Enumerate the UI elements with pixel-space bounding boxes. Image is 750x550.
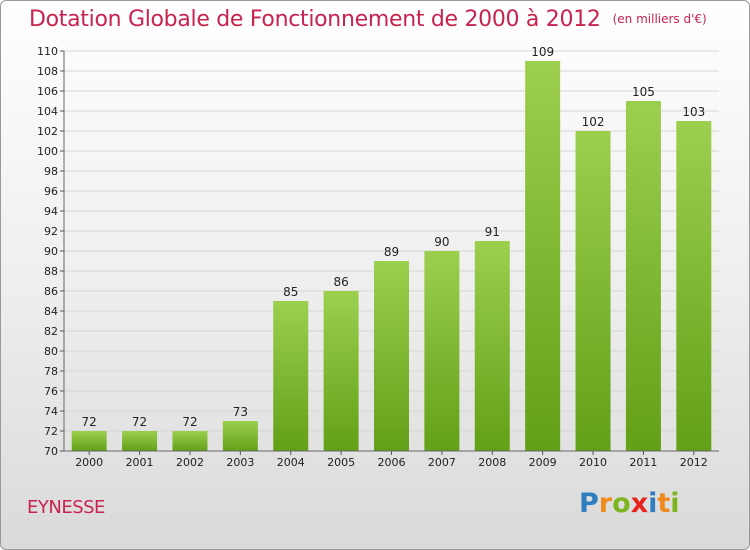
value-label: 85 bbox=[283, 285, 298, 299]
value-label: 102 bbox=[582, 115, 605, 129]
y-tick-label: 86 bbox=[44, 285, 58, 298]
value-label: 91 bbox=[485, 225, 500, 239]
x-tick-label: 2005 bbox=[327, 456, 355, 469]
bar bbox=[71, 431, 107, 451]
x-tick-label: 2002 bbox=[176, 456, 204, 469]
y-tick-label: 82 bbox=[44, 325, 58, 338]
value-label: 105 bbox=[632, 85, 655, 99]
y-tick-label: 102 bbox=[37, 125, 58, 138]
logo-letter: o bbox=[612, 488, 631, 519]
y-tick-label: 94 bbox=[44, 205, 58, 218]
y-tick-label: 80 bbox=[44, 345, 58, 358]
bar bbox=[222, 421, 258, 451]
y-tick-label: 106 bbox=[37, 85, 58, 98]
y-axis-ticks: 70 72 74 76 78 80 82 84 86 88 90 92 94 96 98 100 102 104 1… bbox=[37, 45, 64, 458]
y-tick-label: 70 bbox=[44, 445, 58, 458]
value-label: 90 bbox=[434, 235, 449, 249]
y-tick-label: 72 bbox=[44, 425, 58, 438]
x-tick-label: 2001 bbox=[126, 456, 154, 469]
value-label: 72 bbox=[132, 415, 147, 429]
x-tick-label: 2011 bbox=[629, 456, 657, 469]
bar bbox=[625, 101, 661, 451]
bar bbox=[424, 251, 460, 451]
x-tick-label: 2007 bbox=[428, 456, 456, 469]
y-tick-label: 74 bbox=[44, 405, 58, 418]
logo-letter: i bbox=[648, 488, 658, 519]
chart-title: Dotation Globale de Fonctionnement de 20… bbox=[29, 7, 707, 32]
bar bbox=[575, 131, 611, 451]
value-label: 89 bbox=[384, 245, 399, 259]
commune-name: EYNESSE bbox=[27, 497, 105, 518]
x-tick-label: 2003 bbox=[226, 456, 254, 469]
proxiti-logo: Proxiti bbox=[579, 488, 680, 519]
y-tick-label: 84 bbox=[44, 305, 58, 318]
y-tick-label: 88 bbox=[44, 265, 58, 278]
x-tick-label: 2009 bbox=[529, 456, 557, 469]
unit-note: (en milliers d'€) bbox=[612, 12, 707, 26]
bar bbox=[676, 121, 712, 451]
x-tick-label: 2000 bbox=[75, 456, 103, 469]
value-label: 86 bbox=[333, 275, 348, 289]
bars: 72 72 72 73 85 86 89 90 91 109 102 105 103 bbox=[71, 45, 712, 451]
x-axis-ticks: 2000 2001 2002 2003 2004 2005 2006 2007 2008 2009… bbox=[75, 451, 708, 469]
x-tick-label: 2008 bbox=[478, 456, 506, 469]
bar bbox=[323, 291, 359, 451]
y-tick-label: 110 bbox=[37, 45, 58, 58]
value-label: 72 bbox=[82, 415, 97, 429]
bar bbox=[273, 301, 309, 451]
value-label: 103 bbox=[682, 105, 705, 119]
y-tick-label: 90 bbox=[44, 245, 58, 258]
bar bbox=[172, 431, 208, 451]
x-tick-label: 2006 bbox=[378, 456, 406, 469]
value-label: 109 bbox=[531, 45, 554, 59]
bar bbox=[374, 261, 409, 451]
y-tick-label: 92 bbox=[44, 225, 58, 238]
logo-letter: t bbox=[657, 488, 671, 519]
x-tick-label: 2004 bbox=[277, 456, 305, 469]
x-tick-label: 2010 bbox=[579, 456, 607, 469]
value-label: 72 bbox=[182, 415, 197, 429]
logo-letter: r bbox=[598, 488, 613, 519]
y-tick-label: 96 bbox=[44, 185, 58, 198]
logo-letter: i bbox=[670, 488, 680, 519]
value-label: 73 bbox=[233, 405, 248, 419]
y-tick-label: 76 bbox=[44, 385, 58, 398]
logo-letter: x bbox=[630, 488, 649, 519]
axes bbox=[63, 51, 719, 452]
y-tick-label: 78 bbox=[44, 365, 58, 378]
y-tick-label: 108 bbox=[37, 65, 58, 78]
logo-letter: P bbox=[579, 488, 599, 519]
y-tick-label: 98 bbox=[44, 165, 58, 178]
x-tick-label: 2012 bbox=[680, 456, 708, 469]
bar bbox=[122, 431, 158, 451]
bar bbox=[474, 241, 510, 451]
y-tick-label: 100 bbox=[37, 145, 58, 158]
y-tick-label: 104 bbox=[37, 105, 58, 118]
bar bbox=[525, 61, 561, 451]
